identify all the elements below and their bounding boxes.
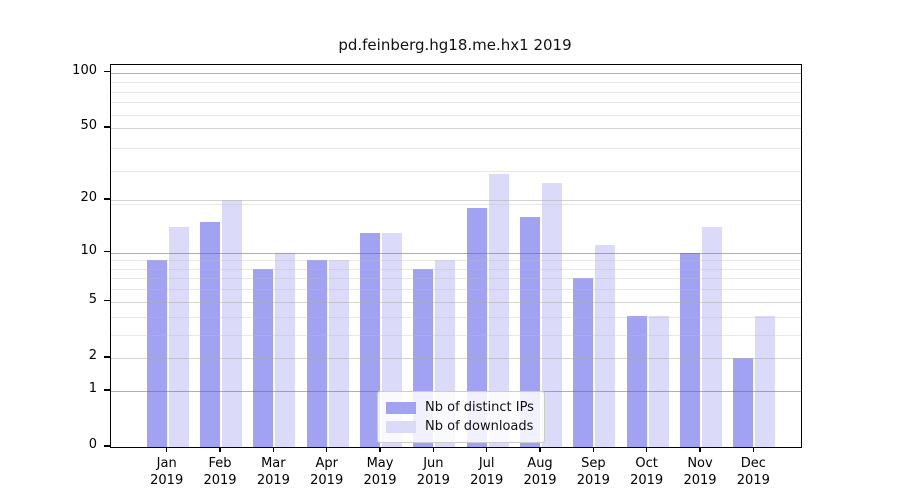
bar [648,316,669,447]
gridline-minor [111,82,801,83]
bar [328,260,349,447]
x-tick-mark [485,447,488,452]
y-tick-label: 5 [88,291,97,307]
y-tick-mark [104,250,111,253]
legend-label: Nb of distinct IPs [425,400,534,415]
bar [253,268,274,447]
y-tick-label: 10 [80,242,97,258]
y-tick-mark [104,356,111,358]
bar [275,252,296,447]
x-tick-label: Mar 2019 [256,456,290,488]
plot-area: Nb of distinct IPs Nb of downloads [110,64,802,448]
y-tick-label: 2 [88,347,97,363]
gridline-major [111,200,801,202]
gridline-minor [111,204,801,205]
gridline-minor [111,147,801,149]
x-tick-label: Nov 2019 [683,456,717,488]
x-tick-mark [752,447,755,452]
y-tick-mark [104,445,111,447]
x-tick-label: Aug 2019 [523,456,557,488]
gridline-minor [111,171,801,173]
bar [733,357,754,447]
y-tick-label: 0 [88,437,97,452]
chart-title: pd.feinberg.hg18.me.hx1 2019 [338,36,572,54]
bar [573,278,594,447]
x-tick-label: May 2019 [363,456,397,488]
legend-row: Nb of distinct IPs [386,398,534,417]
y-tick-label: 1 [88,380,97,396]
bar [626,316,647,447]
legend-label: Nb of downloads [425,419,534,434]
bar [466,208,487,447]
bar [360,232,381,447]
bar [200,222,221,447]
bar [222,200,243,447]
gridline-major [111,128,801,130]
bar [542,182,562,447]
gridline-minor [111,114,801,116]
gridline-minor [111,91,801,93]
y-tick-label: 20 [80,190,97,206]
legend: Nb of distinct IPs Nb of downloads [377,391,545,443]
y-tick-mark [104,389,111,391]
bar [702,227,722,447]
x-tick-label: Feb 2019 [203,456,237,488]
x-tick-mark [432,447,435,452]
legend-swatch [386,401,416,414]
gridline-major [111,72,801,74]
bar [680,252,700,447]
bar [755,316,776,447]
y-tick-label: 100 [72,62,97,78]
x-tick-mark [699,447,701,452]
y-tick-mark [104,70,111,73]
gridline-minor [111,102,801,104]
bar [488,173,509,447]
legend-swatch [386,420,416,433]
y-tick-label: 50 [80,118,97,134]
legend-row: Nb of downloads [386,417,534,436]
bar [146,260,167,447]
bar [595,245,616,447]
x-tick-mark [272,447,275,452]
bar [168,227,189,447]
bar [520,217,540,447]
x-tick-mark [325,447,328,452]
x-tick-mark [379,447,381,452]
x-tick-label: Sep 2019 [576,456,610,488]
bar [306,260,327,447]
x-tick-mark [645,447,648,452]
x-tick-mark [165,447,168,452]
y-tick-mark [104,198,111,200]
x-tick-mark [539,447,541,452]
y-tick-mark [104,126,111,128]
x-tick-label: Apr 2019 [310,456,344,488]
y-tick-mark [104,299,111,302]
x-tick-label: Oct 2019 [630,456,664,488]
x-tick-label: Jul 2019 [470,456,504,488]
x-tick-mark [592,447,595,452]
x-tick-mark [219,447,221,452]
x-tick-label: Jan 2019 [150,456,184,488]
x-tick-label: Dec 2019 [736,456,770,488]
x-tick-label: Jun 2019 [416,456,450,488]
